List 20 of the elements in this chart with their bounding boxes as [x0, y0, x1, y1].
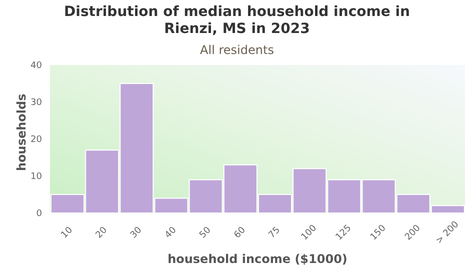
x-tick-label: 50: [198, 225, 214, 241]
x-tick-label: 30: [128, 225, 144, 241]
x-tick-label: 60: [232, 225, 248, 241]
x-tick-label: 200: [404, 223, 423, 243]
x-tick-label: 75: [267, 225, 282, 241]
x-axis-title: household income ($1000): [166, 252, 348, 266]
y-tick-label: 20: [30, 135, 42, 146]
y-tick-label: 40: [30, 61, 42, 72]
x-tick-label: > 200: [434, 220, 462, 246]
y-tick-label: 0: [36, 209, 42, 220]
y-tick-label: 30: [30, 98, 42, 108]
x-tick-label: 20: [94, 225, 110, 241]
y-axis-title: households: [14, 94, 28, 171]
x-tick-label: 10: [60, 225, 76, 241]
chart-subtitle: All residents: [199, 43, 275, 59]
x-tick-label: 40: [163, 225, 179, 241]
y-tick-label: 10: [30, 172, 42, 182]
x-tick-label: 150: [368, 223, 388, 243]
x-tick-label: 100: [300, 223, 320, 243]
chart-title: Distribution of median household income in Rienzi, MS in 2023: [63, 3, 411, 38]
